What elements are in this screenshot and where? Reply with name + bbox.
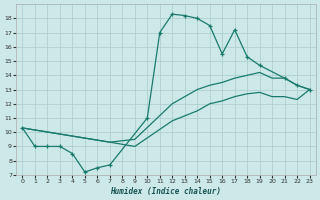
X-axis label: Humidex (Indice chaleur): Humidex (Indice chaleur) <box>110 187 221 196</box>
